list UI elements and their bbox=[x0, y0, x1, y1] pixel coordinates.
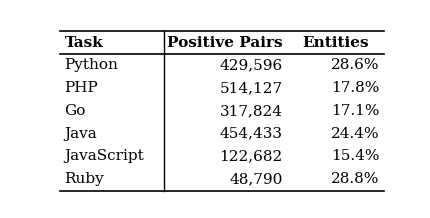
Text: 429,596: 429,596 bbox=[219, 58, 283, 72]
Text: Task: Task bbox=[64, 36, 103, 49]
Text: 28.8%: 28.8% bbox=[331, 172, 380, 186]
Text: 17.1%: 17.1% bbox=[331, 104, 380, 118]
Text: 122,682: 122,682 bbox=[219, 150, 283, 164]
Text: 24.4%: 24.4% bbox=[331, 127, 380, 141]
Text: Python: Python bbox=[64, 58, 118, 72]
Text: Java: Java bbox=[64, 127, 97, 141]
Text: Ruby: Ruby bbox=[64, 172, 104, 186]
Text: Positive Pairs: Positive Pairs bbox=[167, 36, 283, 49]
Text: Entities: Entities bbox=[302, 36, 369, 49]
Text: 514,127: 514,127 bbox=[220, 81, 283, 95]
Text: PHP: PHP bbox=[64, 81, 98, 95]
Text: 48,790: 48,790 bbox=[229, 172, 283, 186]
Text: 317,824: 317,824 bbox=[220, 104, 283, 118]
Text: Go: Go bbox=[64, 104, 86, 118]
Text: 454,433: 454,433 bbox=[220, 127, 283, 141]
Text: JavaScript: JavaScript bbox=[64, 150, 144, 164]
Text: 15.4%: 15.4% bbox=[331, 150, 380, 164]
Text: 17.8%: 17.8% bbox=[331, 81, 380, 95]
Text: 28.6%: 28.6% bbox=[331, 58, 380, 72]
